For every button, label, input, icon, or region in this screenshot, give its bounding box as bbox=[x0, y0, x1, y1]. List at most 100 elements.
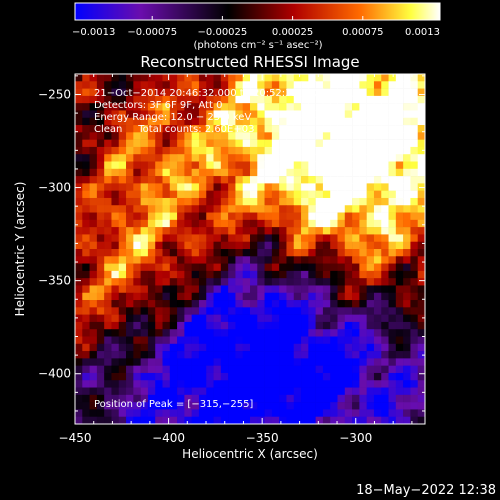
heatmap-cell bbox=[82, 394, 90, 403]
heatmap-cell bbox=[191, 351, 200, 359]
heatmap-cell bbox=[395, 321, 404, 330]
heatmap-cell bbox=[235, 416, 244, 424]
heatmap-cell bbox=[286, 343, 295, 352]
heatmap-cell bbox=[410, 256, 419, 264]
heatmap-cell bbox=[126, 285, 134, 294]
heatmap-cell bbox=[301, 88, 309, 97]
heatmap-cell bbox=[301, 139, 309, 148]
heatmap-cell bbox=[213, 74, 222, 82]
heatmap-cell bbox=[373, 132, 382, 140]
heatmap-cell bbox=[395, 161, 404, 170]
heatmap-cell bbox=[293, 176, 302, 184]
heatmap-cell bbox=[126, 139, 134, 148]
heatmap-cell bbox=[213, 95, 222, 104]
heatmap-cell bbox=[89, 125, 98, 133]
heatmap-cell bbox=[147, 125, 156, 133]
heatmap-cell bbox=[395, 219, 404, 228]
heatmap-cell bbox=[301, 227, 309, 235]
heatmap-cell bbox=[126, 416, 134, 424]
heatmap-cell bbox=[417, 314, 425, 323]
heatmap-cell bbox=[286, 81, 295, 89]
heatmap-cell bbox=[155, 234, 163, 243]
heatmap-cell bbox=[279, 241, 287, 250]
heatmap-cell bbox=[126, 132, 134, 140]
heatmap-cell bbox=[373, 197, 382, 206]
heatmap-cell bbox=[162, 307, 171, 315]
heatmap-cell bbox=[184, 241, 192, 250]
heatmap-cell bbox=[140, 380, 149, 388]
heatmap-cell bbox=[177, 212, 185, 221]
heatmap-cell bbox=[206, 365, 214, 374]
heatmap-cell bbox=[257, 74, 265, 82]
heatmap-cell bbox=[271, 358, 280, 366]
heatmap-cell bbox=[410, 183, 419, 191]
heatmap-cell bbox=[96, 81, 105, 89]
heatmap-cell bbox=[111, 307, 120, 315]
heatmap-cell bbox=[381, 321, 389, 330]
heatmap-cell bbox=[271, 278, 280, 286]
heatmap-cell bbox=[373, 314, 382, 323]
heatmap-cell bbox=[381, 146, 389, 155]
heatmap-cell bbox=[126, 307, 134, 315]
heatmap-cell bbox=[257, 416, 265, 424]
heatmap-cell bbox=[96, 380, 105, 388]
heatmap-cell bbox=[359, 117, 367, 126]
heatmap-cell bbox=[381, 358, 389, 366]
heatmap-cell bbox=[301, 168, 309, 177]
heatmap-cell bbox=[198, 88, 207, 97]
heatmap-cell bbox=[177, 329, 185, 337]
heatmap-cell bbox=[82, 146, 90, 155]
heatmap-cell bbox=[184, 88, 192, 97]
heatmap-cell bbox=[315, 336, 324, 345]
heatmap-cell bbox=[162, 110, 171, 119]
heatmap-cell bbox=[147, 285, 156, 294]
heatmap-cell bbox=[228, 409, 236, 418]
heatmap-cell bbox=[104, 205, 112, 213]
heatmap-cell bbox=[155, 161, 163, 170]
heatmap-cell bbox=[410, 197, 419, 206]
heatmap-cell bbox=[366, 74, 375, 82]
heatmap-cell bbox=[235, 125, 244, 133]
heatmap-cell bbox=[264, 380, 273, 388]
heatmap-cell bbox=[104, 154, 112, 162]
heatmap-cell bbox=[75, 95, 83, 104]
heatmap-cell bbox=[162, 81, 171, 89]
heatmap-cell bbox=[271, 132, 280, 140]
heatmap-cell bbox=[315, 125, 324, 133]
heatmap-cell bbox=[271, 197, 280, 206]
heatmap-cell bbox=[359, 146, 367, 155]
heatmap-cell bbox=[177, 161, 185, 170]
heatmap-cell bbox=[96, 285, 105, 294]
heatmap-cell bbox=[235, 256, 244, 264]
annotation-peak-position: Position of Peak = [−315,−255] bbox=[94, 399, 253, 410]
heatmap-cell bbox=[373, 380, 382, 388]
heatmap-cell bbox=[169, 125, 178, 133]
heatmap-cell bbox=[235, 110, 244, 119]
heatmap-cell bbox=[359, 263, 367, 272]
heatmap-cell bbox=[352, 154, 360, 162]
heatmap-cell bbox=[373, 110, 382, 119]
heatmap-cell bbox=[242, 394, 251, 403]
heatmap-cell bbox=[242, 190, 251, 199]
heatmap-cell bbox=[89, 103, 98, 111]
heatmap-cell bbox=[140, 241, 149, 250]
heatmap-cell bbox=[235, 95, 244, 104]
heatmap-cell bbox=[242, 176, 251, 184]
heatmap-cell bbox=[410, 292, 419, 301]
heatmap-cell bbox=[140, 168, 149, 177]
heatmap-cell bbox=[198, 314, 207, 323]
heatmap-cell bbox=[388, 270, 397, 279]
heatmap-cell bbox=[315, 154, 324, 162]
heatmap-cell bbox=[147, 278, 156, 286]
heatmap-cell bbox=[191, 168, 200, 177]
heatmap-cell bbox=[301, 219, 309, 228]
heatmap-cell bbox=[198, 139, 207, 148]
heatmap-cell bbox=[220, 234, 229, 243]
heatmap-cell bbox=[308, 117, 316, 126]
heatmap-cell bbox=[352, 190, 360, 199]
heatmap-cell bbox=[220, 241, 229, 250]
heatmap-cell bbox=[286, 358, 295, 366]
heatmap-cell bbox=[322, 110, 331, 119]
heatmap-cell bbox=[315, 285, 324, 294]
heatmap-cell bbox=[191, 154, 200, 162]
